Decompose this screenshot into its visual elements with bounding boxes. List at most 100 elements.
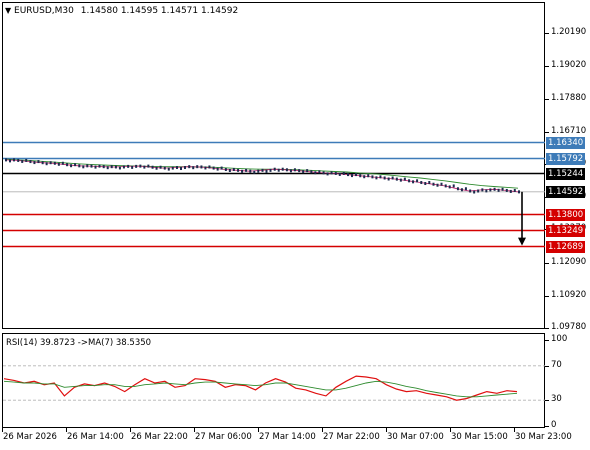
price-candle bbox=[200, 165, 203, 169]
time-tick-mark bbox=[66, 428, 67, 432]
time-tick-mark bbox=[194, 428, 195, 432]
price-tick-label: 1.20190 bbox=[551, 27, 587, 38]
rsi-label: RSI(14) 39.8723 ->MA(7) 38.5350 bbox=[6, 338, 152, 348]
price-candle bbox=[367, 174, 370, 178]
price-candle bbox=[253, 170, 256, 174]
price-candle bbox=[204, 166, 207, 170]
price-candle bbox=[176, 166, 178, 170]
price-tick-mark bbox=[545, 98, 549, 100]
rsi-tick-mark bbox=[545, 340, 549, 341]
price-candle bbox=[163, 166, 166, 170]
time-tick-label: 30 Mar 07:00 bbox=[387, 432, 444, 442]
price-candle bbox=[302, 170, 305, 174]
price-candle bbox=[90, 164, 93, 168]
price-candle bbox=[155, 166, 158, 170]
level-label: 1.15792 bbox=[546, 152, 586, 165]
price-candle bbox=[412, 180, 415, 184]
rsi-panel-frame[interactable] bbox=[2, 333, 545, 428]
price-candle bbox=[220, 166, 223, 170]
price-tick-mark bbox=[545, 131, 549, 133]
price-candle bbox=[505, 188, 508, 192]
price-candle bbox=[61, 161, 64, 165]
price-tick-label: 1.16710 bbox=[551, 125, 587, 136]
price-candle bbox=[326, 172, 329, 176]
price-candle bbox=[70, 164, 73, 168]
price-candle bbox=[334, 171, 337, 175]
price-candle bbox=[224, 168, 227, 171]
price-candle bbox=[102, 165, 105, 169]
price-candle bbox=[460, 188, 463, 192]
symbol-header: ▼ EURUSD,M30 1.14580 1.14595 1.14571 1.1… bbox=[5, 5, 238, 17]
price-candle bbox=[481, 188, 484, 192]
price-candle bbox=[387, 177, 390, 181]
price-candle bbox=[448, 185, 451, 189]
time-tick-mark bbox=[130, 428, 131, 432]
price-candle bbox=[509, 189, 512, 193]
price-candle bbox=[13, 158, 15, 162]
time-tick-label: 26 Mar 22:00 bbox=[131, 432, 188, 442]
price-candle bbox=[342, 171, 345, 175]
time-tick-mark bbox=[258, 428, 259, 432]
price-candle bbox=[277, 168, 280, 172]
price-candle bbox=[513, 188, 516, 192]
price-candle bbox=[477, 189, 480, 193]
price-candle bbox=[151, 165, 154, 169]
price-candle bbox=[420, 181, 423, 185]
price-candle bbox=[493, 187, 496, 191]
price-candle bbox=[66, 163, 69, 167]
time-tick-label: 27 Mar 14:00 bbox=[259, 432, 316, 442]
price-candle bbox=[122, 165, 125, 169]
price-candle bbox=[318, 170, 321, 174]
price-candle bbox=[245, 168, 248, 172]
price-tick-mark bbox=[545, 262, 549, 264]
price-tick-mark bbox=[545, 66, 549, 68]
price-candle bbox=[338, 172, 341, 176]
price-candle bbox=[82, 165, 85, 169]
price-candle bbox=[399, 178, 402, 182]
price-candle bbox=[21, 159, 24, 163]
price-candle bbox=[452, 184, 455, 188]
price-candle bbox=[489, 188, 492, 192]
level-label: 1.16340 bbox=[546, 136, 586, 149]
price-candle bbox=[464, 187, 467, 191]
price-candle bbox=[49, 161, 52, 165]
price-candle bbox=[330, 171, 333, 175]
price-candle bbox=[29, 160, 32, 164]
price-candle bbox=[25, 158, 28, 162]
price-candle bbox=[167, 167, 170, 171]
price-candle bbox=[269, 168, 272, 172]
price-candle bbox=[518, 190, 520, 194]
projection-arrow-head bbox=[518, 237, 526, 246]
price-candle bbox=[86, 164, 89, 168]
price-candle bbox=[212, 166, 215, 170]
time-tick-mark bbox=[322, 428, 323, 432]
ohlc-values: 1.14580 1.14595 1.14571 1.14592 bbox=[80, 6, 239, 16]
price-candle bbox=[17, 158, 20, 162]
price-candle bbox=[184, 166, 186, 170]
time-tick-label: 30 Mar 23:00 bbox=[515, 432, 572, 442]
price-candle bbox=[314, 171, 317, 175]
price-candle bbox=[383, 176, 386, 180]
price-candle bbox=[497, 188, 500, 192]
price-chart bbox=[3, 141, 545, 248]
price-tick-mark bbox=[545, 295, 549, 297]
price-candle bbox=[408, 179, 411, 183]
price-candle bbox=[45, 162, 48, 166]
price-candle bbox=[9, 159, 11, 163]
time-tick-label: 27 Mar 06:00 bbox=[195, 432, 252, 442]
time-tick-label: 26 Mar 14:00 bbox=[67, 432, 124, 442]
price-candle bbox=[41, 161, 44, 165]
price-candle bbox=[135, 164, 138, 168]
rsi-tick-label: 30 bbox=[551, 394, 562, 405]
price-candle bbox=[473, 190, 476, 194]
price-candle bbox=[432, 182, 435, 186]
price-candle bbox=[322, 171, 325, 175]
level-label: 1.12689 bbox=[546, 240, 586, 253]
price-candle bbox=[379, 175, 382, 179]
price-candle bbox=[293, 168, 296, 172]
price-candle bbox=[188, 165, 191, 169]
price-candle bbox=[306, 169, 309, 173]
chevron-down-icon[interactable]: ▼ bbox=[5, 6, 12, 15]
price-candle bbox=[131, 165, 134, 169]
symbol-label: EURUSD,M30 bbox=[14, 6, 74, 16]
